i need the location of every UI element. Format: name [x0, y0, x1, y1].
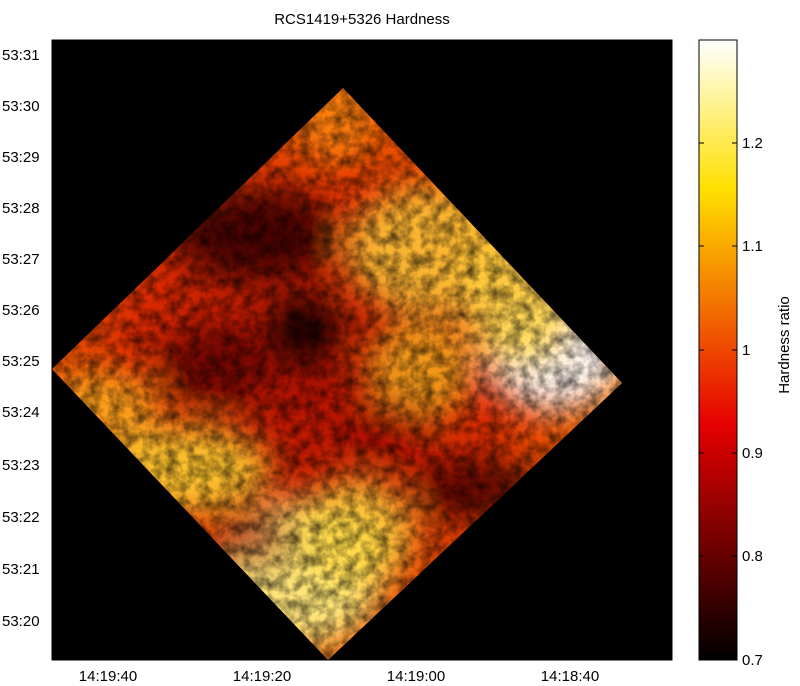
y-tick-label: 53:26	[2, 302, 40, 319]
y-tick-label: 53:25	[2, 353, 40, 370]
colorbar-tick-label: 1.1	[742, 238, 763, 255]
colorbar-label: Hardness ratio	[776, 296, 793, 394]
y-tick-label: 53:28	[2, 200, 40, 217]
plot-frame	[51, 39, 673, 661]
y-axis: 53:31 53:30 53:29 53:28 53:27 53:26 53:2…	[2, 47, 40, 630]
y-tick-label: 53:23	[2, 457, 40, 474]
colorbar-ticks	[699, 142, 737, 557]
y-tick-label: 53:31	[2, 47, 40, 64]
y-tick-label: 53:29	[2, 149, 40, 166]
y-tick-label: 53:27	[2, 251, 40, 268]
colorbar: 1.2 1.1 1 0.9 0.8 0.7 Hardness ratio	[698, 39, 793, 669]
y-tick-label: 53:20	[2, 613, 40, 630]
x-axis: 14:19:40 14:19:20 14:19:00 14:18:40	[79, 668, 599, 685]
colorbar-tick-label: 0.9	[742, 445, 763, 462]
y-tick-label: 53:24	[2, 404, 40, 421]
x-tick-label: 14:18:40	[541, 668, 599, 685]
colorbar-tick-label: 0.8	[742, 548, 763, 565]
x-tick-label: 14:19:20	[233, 668, 291, 685]
y-tick-label: 53:21	[2, 561, 40, 578]
y-tick-label: 53:22	[2, 509, 40, 526]
x-tick-label: 14:19:40	[79, 668, 137, 685]
colorbar-tick-label: 0.7	[742, 652, 763, 669]
colorbar-tick-label: 1.2	[742, 135, 763, 152]
chart-title: RCS1419+5326 Hardness	[274, 11, 450, 28]
x-tick-label: 14:19:00	[387, 668, 445, 685]
colorbar-tick-label: 1	[742, 342, 750, 359]
colorbar-gradient	[698, 39, 738, 661]
y-tick-label: 53:30	[2, 98, 40, 115]
